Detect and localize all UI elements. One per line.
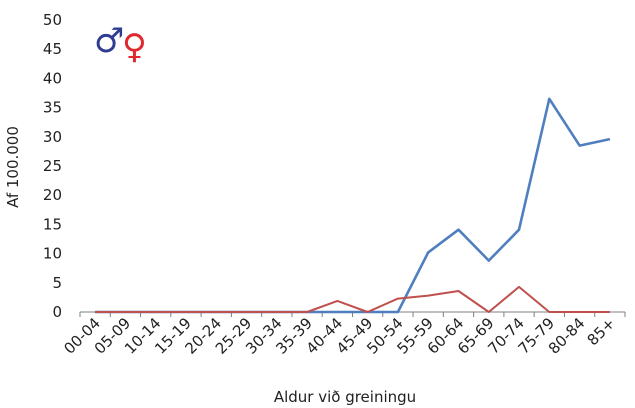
y-tick-label: 25 (43, 157, 62, 175)
x-axis-ticks: 00-0405-0910-1415-1920-2425-2930-3435-39… (60, 312, 626, 358)
legend: ♂ ♀ (94, 21, 147, 67)
y-axis-ticks: 0 5 10 15 20 25 30 35 40 45 50 (43, 11, 62, 321)
y-tick-label: 40 (43, 69, 62, 87)
series-line-1 (95, 97, 611, 314)
y-tick-label: 15 (43, 215, 62, 233)
x-tick-label: 85+ (584, 314, 619, 349)
y-axis-title: Af 100.000 (4, 126, 22, 208)
y-tick-label: 5 (52, 274, 62, 292)
series-line-2 (95, 285, 610, 313)
y-tick-label: 30 (43, 128, 62, 146)
series-group (95, 97, 611, 314)
y-tick-label: 50 (43, 11, 62, 29)
x-axis-title: Aldur við greiningu (274, 388, 416, 406)
y-tick-label: 35 (43, 99, 62, 117)
female-symbol-icon: ♀ (122, 27, 147, 67)
y-tick-label: 45 (43, 40, 62, 58)
y-tick-label: 10 (43, 245, 62, 263)
male-symbol-icon: ♂ (94, 21, 124, 61)
y-tick-label: 20 (43, 186, 62, 204)
y-tick-label: 0 (52, 303, 62, 321)
